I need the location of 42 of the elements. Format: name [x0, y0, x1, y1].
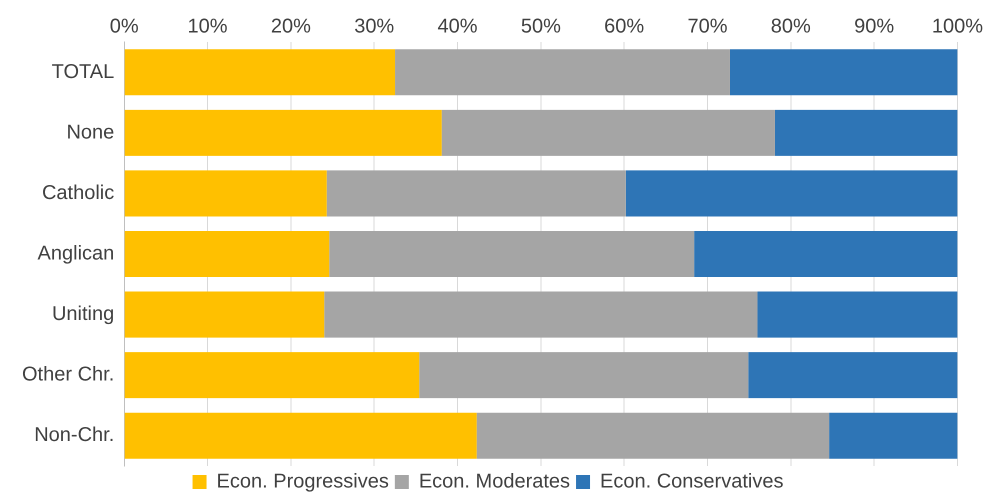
x-tick-label: 90% — [854, 16, 894, 38]
bar — [124, 412, 477, 459]
bar — [395, 49, 730, 96]
x-tick-label: 20% — [270, 16, 312, 38]
x-tick-label: 50% — [520, 16, 562, 38]
bar — [124, 170, 327, 216]
bar — [326, 170, 626, 216]
legend-label: Econ. Progressives — [216, 470, 389, 493]
y-tick-label: Non-Chr. — [34, 424, 114, 446]
bar — [626, 170, 958, 216]
bar — [124, 49, 396, 96]
bar — [124, 230, 330, 278]
bar — [757, 292, 958, 338]
y-tick-label: Anglican — [38, 242, 114, 265]
y-tick-label: Other Chr. — [22, 364, 114, 386]
x-tick-label: 30% — [354, 16, 394, 38]
x-tick-label: 100% — [932, 16, 984, 38]
y-tick-label: None — [66, 121, 114, 144]
y-tick-label: Uniting — [52, 303, 114, 326]
x-tick-label: 60% — [604, 16, 644, 38]
bar — [476, 412, 830, 459]
bar — [419, 352, 748, 398]
legend-label: Econ. Moderates — [418, 470, 570, 493]
legend-label: Econ. Conservatives — [600, 470, 784, 493]
x-tick-label: 40% — [438, 16, 478, 38]
y-tick-label: TOTAL — [52, 60, 114, 83]
x-tick-label: 70% — [687, 16, 728, 38]
bar — [329, 230, 694, 278]
x-tick-label: 80% — [770, 16, 812, 38]
bar — [124, 110, 442, 156]
bar — [730, 49, 958, 96]
bar — [774, 110, 958, 156]
x-tick-label: 10% — [188, 16, 228, 38]
bar — [124, 292, 324, 338]
bar — [324, 292, 758, 338]
y-tick-label: Catholic — [42, 182, 114, 204]
bar — [829, 412, 958, 459]
bar — [124, 352, 420, 398]
bar — [748, 352, 958, 398]
x-tick-label: 0% — [110, 16, 139, 38]
bar — [694, 230, 958, 278]
bar — [442, 110, 775, 156]
